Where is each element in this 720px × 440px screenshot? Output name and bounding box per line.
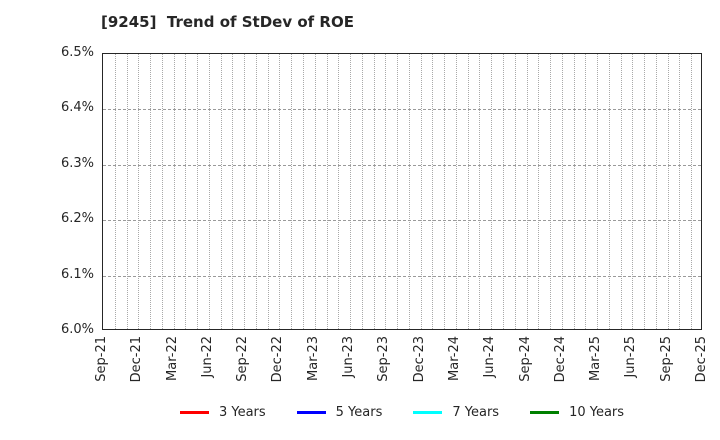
vertical-gridline (573, 54, 575, 329)
vertical-gridline (385, 54, 387, 329)
vertical-gridline (467, 54, 469, 329)
x-tick-label: Dec-24 (552, 336, 568, 383)
legend-line-icon (530, 411, 560, 414)
x-tick-label: Dec-22 (270, 336, 286, 383)
horizontal-gridline (103, 109, 701, 111)
chart-title: [9245] Trend of StDev of ROE (101, 13, 354, 31)
vertical-gridline (208, 54, 210, 329)
vertical-gridline (255, 54, 257, 329)
legend-item-5-years: 5 Years (296, 405, 383, 420)
vertical-gridline (232, 54, 234, 329)
vertical-gridline (197, 54, 199, 329)
vertical-gridline (561, 54, 563, 329)
vertical-gridline (679, 54, 681, 329)
legend-line-icon (413, 411, 443, 414)
y-tick-label: 6.4% (60, 100, 94, 116)
vertical-gridline (691, 54, 693, 329)
vertical-gridline (550, 54, 552, 329)
vertical-gridline (444, 54, 446, 329)
vertical-gridline (432, 54, 434, 329)
vertical-gridline (126, 54, 128, 329)
vertical-gridline (408, 54, 410, 329)
legend: 3 Years 5 Years 7 Years 10 Years (102, 405, 702, 420)
vertical-gridline (491, 54, 493, 329)
legend-line-icon (296, 411, 326, 414)
legend-item-7-years: 7 Years (413, 405, 499, 420)
vertical-gridline (644, 54, 646, 329)
vertical-gridline (655, 54, 657, 329)
x-tick-label: Sep-25 (658, 336, 674, 382)
vertical-gridline (350, 54, 352, 329)
x-tick-label: Mar-23 (305, 336, 321, 381)
horizontal-gridline (103, 220, 701, 222)
legend-label: 5 Years (335, 405, 383, 420)
vertical-gridline (279, 54, 281, 329)
x-tick-label: Mar-25 (588, 336, 604, 381)
x-tick-label: Mar-22 (164, 336, 180, 381)
vertical-gridline (220, 54, 222, 329)
x-tick-label: Mar-24 (446, 336, 462, 381)
vertical-gridline (585, 54, 587, 329)
legend-item-3-years: 3 Years (179, 405, 266, 420)
vertical-gridline (420, 54, 422, 329)
vertical-gridline (303, 54, 304, 329)
y-tick-label: 6.0% (60, 322, 94, 337)
vertical-gridline (538, 54, 540, 329)
vertical-gridline (244, 54, 246, 329)
legend-label: 10 Years (569, 405, 625, 420)
x-tick-label: Sep-22 (235, 336, 251, 382)
vertical-gridline (632, 54, 634, 329)
y-tick-label: 6.3% (60, 155, 94, 171)
y-tick-label: 6.5% (60, 45, 94, 60)
vertical-gridline (326, 54, 328, 329)
legend-item-10-years: 10 Years (530, 405, 624, 420)
horizontal-gridline (103, 164, 701, 166)
legend-label: 7 Years (452, 405, 500, 420)
vertical-gridline (503, 54, 504, 329)
vertical-gridline (173, 54, 175, 329)
x-tick-label: Dec-25 (694, 336, 709, 383)
vertical-gridline (620, 54, 622, 329)
vertical-gridline (185, 54, 187, 329)
vertical-gridline (161, 54, 163, 329)
y-tick-label: 6.1% (60, 266, 94, 282)
vertical-gridline (138, 54, 140, 329)
vertical-gridline (455, 54, 457, 329)
x-tick-label: Jun-22 (199, 336, 215, 378)
x-tick-label: Dec-21 (129, 336, 145, 383)
vertical-gridline (667, 54, 669, 329)
vertical-gridline (314, 54, 316, 329)
vertical-gridline (608, 54, 610, 329)
vertical-gridline (291, 54, 293, 329)
vertical-gridline (514, 54, 516, 329)
vertical-gridline (267, 54, 269, 329)
vertical-gridline (150, 54, 152, 329)
x-tick-label: Sep-24 (517, 336, 533, 382)
vertical-gridline (597, 54, 599, 329)
y-tick-label: 6.2% (60, 211, 94, 227)
legend-label: 3 Years (218, 405, 266, 420)
vertical-gridline (479, 54, 481, 329)
x-tick-label: Jun-24 (482, 336, 498, 378)
x-tick-label: Dec-23 (411, 336, 427, 383)
legend-line-icon (179, 411, 209, 414)
plot-area (102, 53, 702, 330)
x-tick-label: Jun-25 (623, 336, 639, 378)
vertical-gridline (397, 54, 399, 329)
vertical-gridline (338, 54, 340, 329)
x-tick-label: Jun-23 (341, 336, 357, 378)
x-tick-label: Sep-23 (376, 336, 392, 382)
vertical-gridline (114, 54, 116, 329)
horizontal-gridline (103, 275, 701, 277)
vertical-gridline (361, 54, 363, 329)
vertical-gridline (373, 54, 375, 329)
x-tick-label: Sep-21 (94, 336, 109, 382)
vertical-gridline (526, 54, 528, 329)
